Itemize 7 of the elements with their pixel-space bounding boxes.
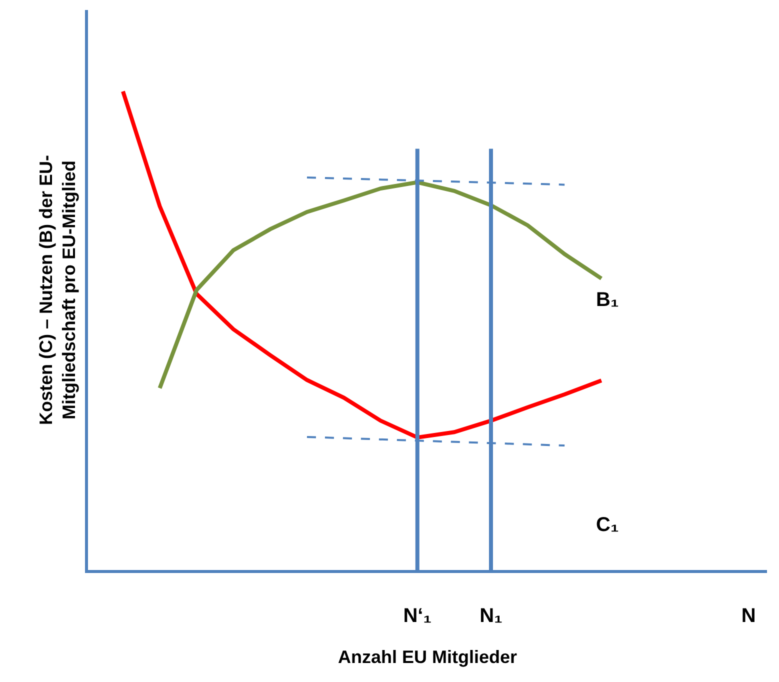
x-axis-title: Anzahl EU Mitglieder — [338, 647, 518, 668]
annotation: B₁ — [596, 289, 619, 311]
x-tick-label: N — [741, 605, 756, 627]
x-tick-label: N‘₁ — [403, 605, 432, 627]
x-tick-label: N₁ — [480, 605, 502, 627]
y-axis-title: Kosten (C) – Nutzen (B) der EU- Mitgliedschaft pro EU-Mitglied — [36, 154, 80, 425]
annotation: C₁ — [596, 514, 619, 536]
